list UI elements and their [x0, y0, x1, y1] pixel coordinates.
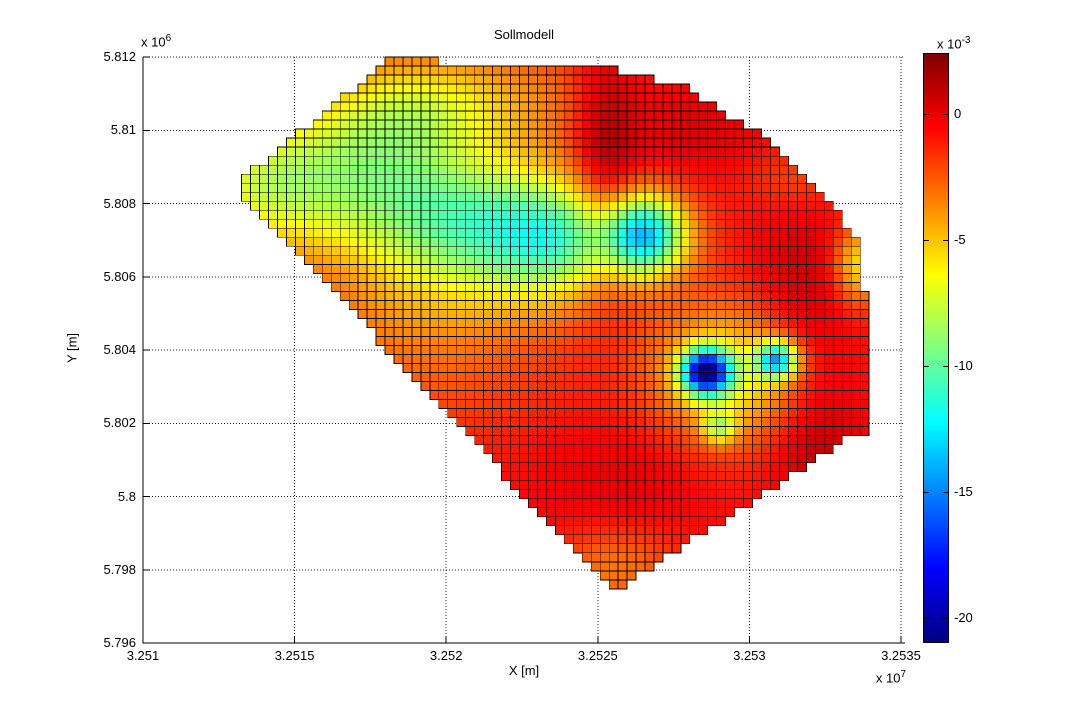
- x-tick-label: 3.2525: [577, 648, 618, 663]
- x-axis-exponent-label: x 107: [800, 667, 906, 685]
- colorbar-tick-mark: [924, 113, 929, 115]
- colorbar-tick-mark: [943, 239, 948, 241]
- colorbar-tick-mark: [924, 365, 929, 367]
- x-tick-label: 3.2535: [881, 648, 921, 663]
- x-tick-label: 3.253: [733, 648, 766, 663]
- y-tick-label: 5.796: [103, 635, 136, 650]
- plot-title: Sollmodell: [494, 27, 554, 42]
- y-tick-label: 5.808: [103, 195, 136, 211]
- colorbar-tick-label: -5: [954, 231, 966, 247]
- y-tick-label: 5.8: [117, 488, 136, 504]
- x-tick-label: 3.251: [126, 648, 160, 663]
- y-tick-label: 5.806: [103, 268, 136, 284]
- y-exponent-base: x 10: [141, 34, 166, 50]
- y-exponent-power: 6: [165, 33, 172, 44]
- x-exponent-power: 7: [900, 669, 906, 680]
- x-exponent-base: x 10: [875, 670, 901, 686]
- colorbar-exponent-label: x 10-3: [937, 33, 970, 51]
- colorbar-tick-label: -10: [954, 357, 973, 373]
- colorbar-tick-mark: [924, 617, 929, 619]
- y-tick-label: 5.812: [103, 49, 136, 64]
- colorbar-tick-mark: [943, 113, 948, 115]
- x-tick-label: 3.252: [429, 648, 463, 663]
- x-tick-label: 3.2515: [274, 648, 315, 663]
- colorbar-tick-mark: [943, 617, 948, 619]
- y-axis-exponent-label: x 106: [141, 31, 171, 49]
- colorbar-exponent-power: -3: [961, 35, 971, 46]
- colorbar-exponent-base: x 10: [937, 36, 962, 52]
- y-tick-label: 5.802: [103, 415, 136, 431]
- colorbar: [923, 53, 949, 643]
- colorbar-tick-label: -20: [954, 609, 973, 625]
- y-tick-label: 5.798: [103, 561, 136, 577]
- y-tick-label: 5.804: [103, 342, 136, 357]
- colorbar-tick-mark: [924, 491, 929, 493]
- colorbar-tick-mark: [943, 491, 948, 493]
- colorbar-tick-mark: [943, 365, 948, 367]
- x-axis-label: X [m]: [508, 663, 540, 678]
- colorbar-tick-mark: [924, 239, 929, 241]
- heatmap-cells: [241, 56, 870, 590]
- colorbar-tick-label: -15: [954, 483, 973, 499]
- colorbar-tick-label: 0: [954, 105, 962, 121]
- y-tick-label: 5.81: [110, 122, 136, 138]
